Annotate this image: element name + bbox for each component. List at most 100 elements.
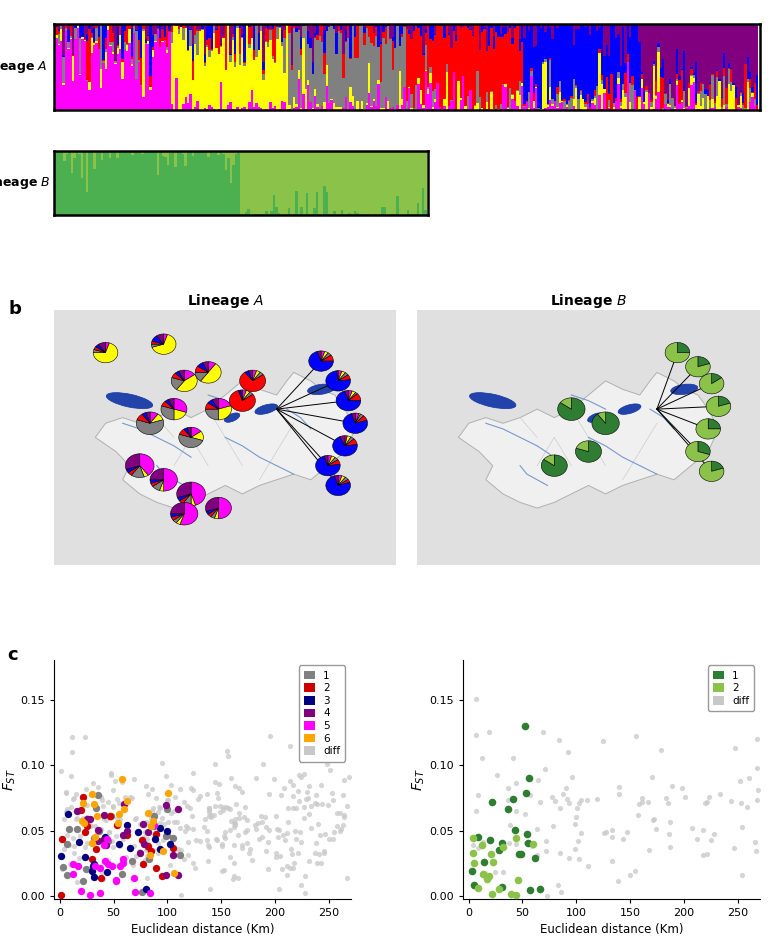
- Point: [98, 829, 111, 844]
- Wedge shape: [349, 393, 357, 400]
- Point: [97, 832, 109, 847]
- Bar: [98, 24, 100, 37]
- Bar: [300, 55, 302, 108]
- Bar: [307, 24, 309, 30]
- Bar: [88, 89, 91, 109]
- Bar: [199, 31, 202, 109]
- Bar: [119, 49, 121, 109]
- Bar: [332, 24, 335, 29]
- Point: [175, 887, 188, 902]
- Bar: [293, 97, 295, 107]
- Point: [142, 837, 154, 852]
- Ellipse shape: [618, 404, 641, 415]
- Bar: [121, 24, 123, 59]
- Point: [81, 809, 93, 825]
- Bar: [530, 68, 532, 71]
- Point: [170, 814, 183, 829]
- Point: [74, 835, 86, 850]
- Bar: [361, 26, 363, 102]
- Wedge shape: [351, 413, 355, 423]
- Bar: [439, 107, 441, 109]
- Bar: [206, 48, 208, 109]
- Wedge shape: [165, 399, 174, 409]
- Wedge shape: [98, 342, 105, 353]
- Bar: [507, 24, 509, 31]
- Bar: [316, 40, 319, 105]
- Point: [539, 761, 552, 776]
- Ellipse shape: [106, 393, 153, 409]
- Point: [126, 858, 139, 873]
- Wedge shape: [195, 373, 208, 381]
- Point: [685, 820, 698, 835]
- Bar: [114, 151, 116, 215]
- Point: [580, 793, 593, 808]
- Wedge shape: [253, 371, 260, 380]
- Bar: [295, 105, 298, 107]
- Point: [326, 831, 339, 846]
- Point: [472, 829, 484, 844]
- Point: [488, 864, 501, 880]
- Bar: [227, 105, 229, 109]
- Bar: [539, 29, 542, 108]
- Bar: [311, 151, 313, 214]
- Bar: [381, 151, 384, 206]
- Bar: [650, 107, 653, 109]
- Bar: [58, 31, 60, 34]
- Bar: [650, 100, 653, 102]
- Point: [91, 823, 104, 838]
- Bar: [455, 42, 457, 109]
- Bar: [303, 151, 305, 214]
- Point: [243, 845, 255, 861]
- Bar: [177, 29, 180, 33]
- Wedge shape: [665, 342, 690, 362]
- Bar: [347, 38, 350, 109]
- Bar: [751, 87, 753, 92]
- Point: [143, 815, 155, 830]
- Bar: [356, 24, 359, 58]
- Bar: [174, 151, 177, 167]
- Point: [141, 805, 153, 821]
- Bar: [446, 24, 448, 64]
- Bar: [300, 108, 302, 109]
- Bar: [321, 106, 323, 109]
- Bar: [93, 42, 95, 43]
- Point: [278, 781, 291, 796]
- Bar: [169, 153, 172, 215]
- Wedge shape: [355, 413, 359, 423]
- Bar: [539, 24, 542, 29]
- Bar: [669, 107, 671, 109]
- Point: [606, 854, 618, 869]
- Point: [244, 842, 257, 857]
- Bar: [246, 25, 248, 109]
- Point: [241, 813, 253, 828]
- Bar: [443, 99, 446, 107]
- Bar: [381, 206, 384, 215]
- Bar: [751, 97, 753, 109]
- Point: [143, 885, 156, 901]
- Bar: [124, 151, 126, 215]
- Bar: [653, 61, 655, 64]
- Bar: [208, 106, 211, 109]
- Bar: [213, 25, 215, 33]
- Bar: [653, 24, 655, 61]
- Bar: [232, 24, 234, 34]
- Bar: [422, 108, 425, 109]
- Bar: [248, 24, 250, 27]
- Bar: [105, 24, 107, 38]
- Point: [58, 811, 71, 826]
- Wedge shape: [152, 336, 164, 344]
- Bar: [554, 24, 556, 25]
- Bar: [131, 155, 134, 215]
- Point: [178, 824, 191, 839]
- Point: [56, 862, 68, 877]
- Bar: [742, 104, 744, 105]
- Point: [195, 788, 207, 804]
- Bar: [450, 24, 453, 48]
- Bar: [315, 192, 319, 215]
- Point: [105, 808, 117, 824]
- Point: [212, 832, 224, 847]
- Point: [287, 788, 299, 804]
- Point: [115, 775, 128, 790]
- Point: [270, 845, 282, 861]
- Point: [480, 872, 493, 887]
